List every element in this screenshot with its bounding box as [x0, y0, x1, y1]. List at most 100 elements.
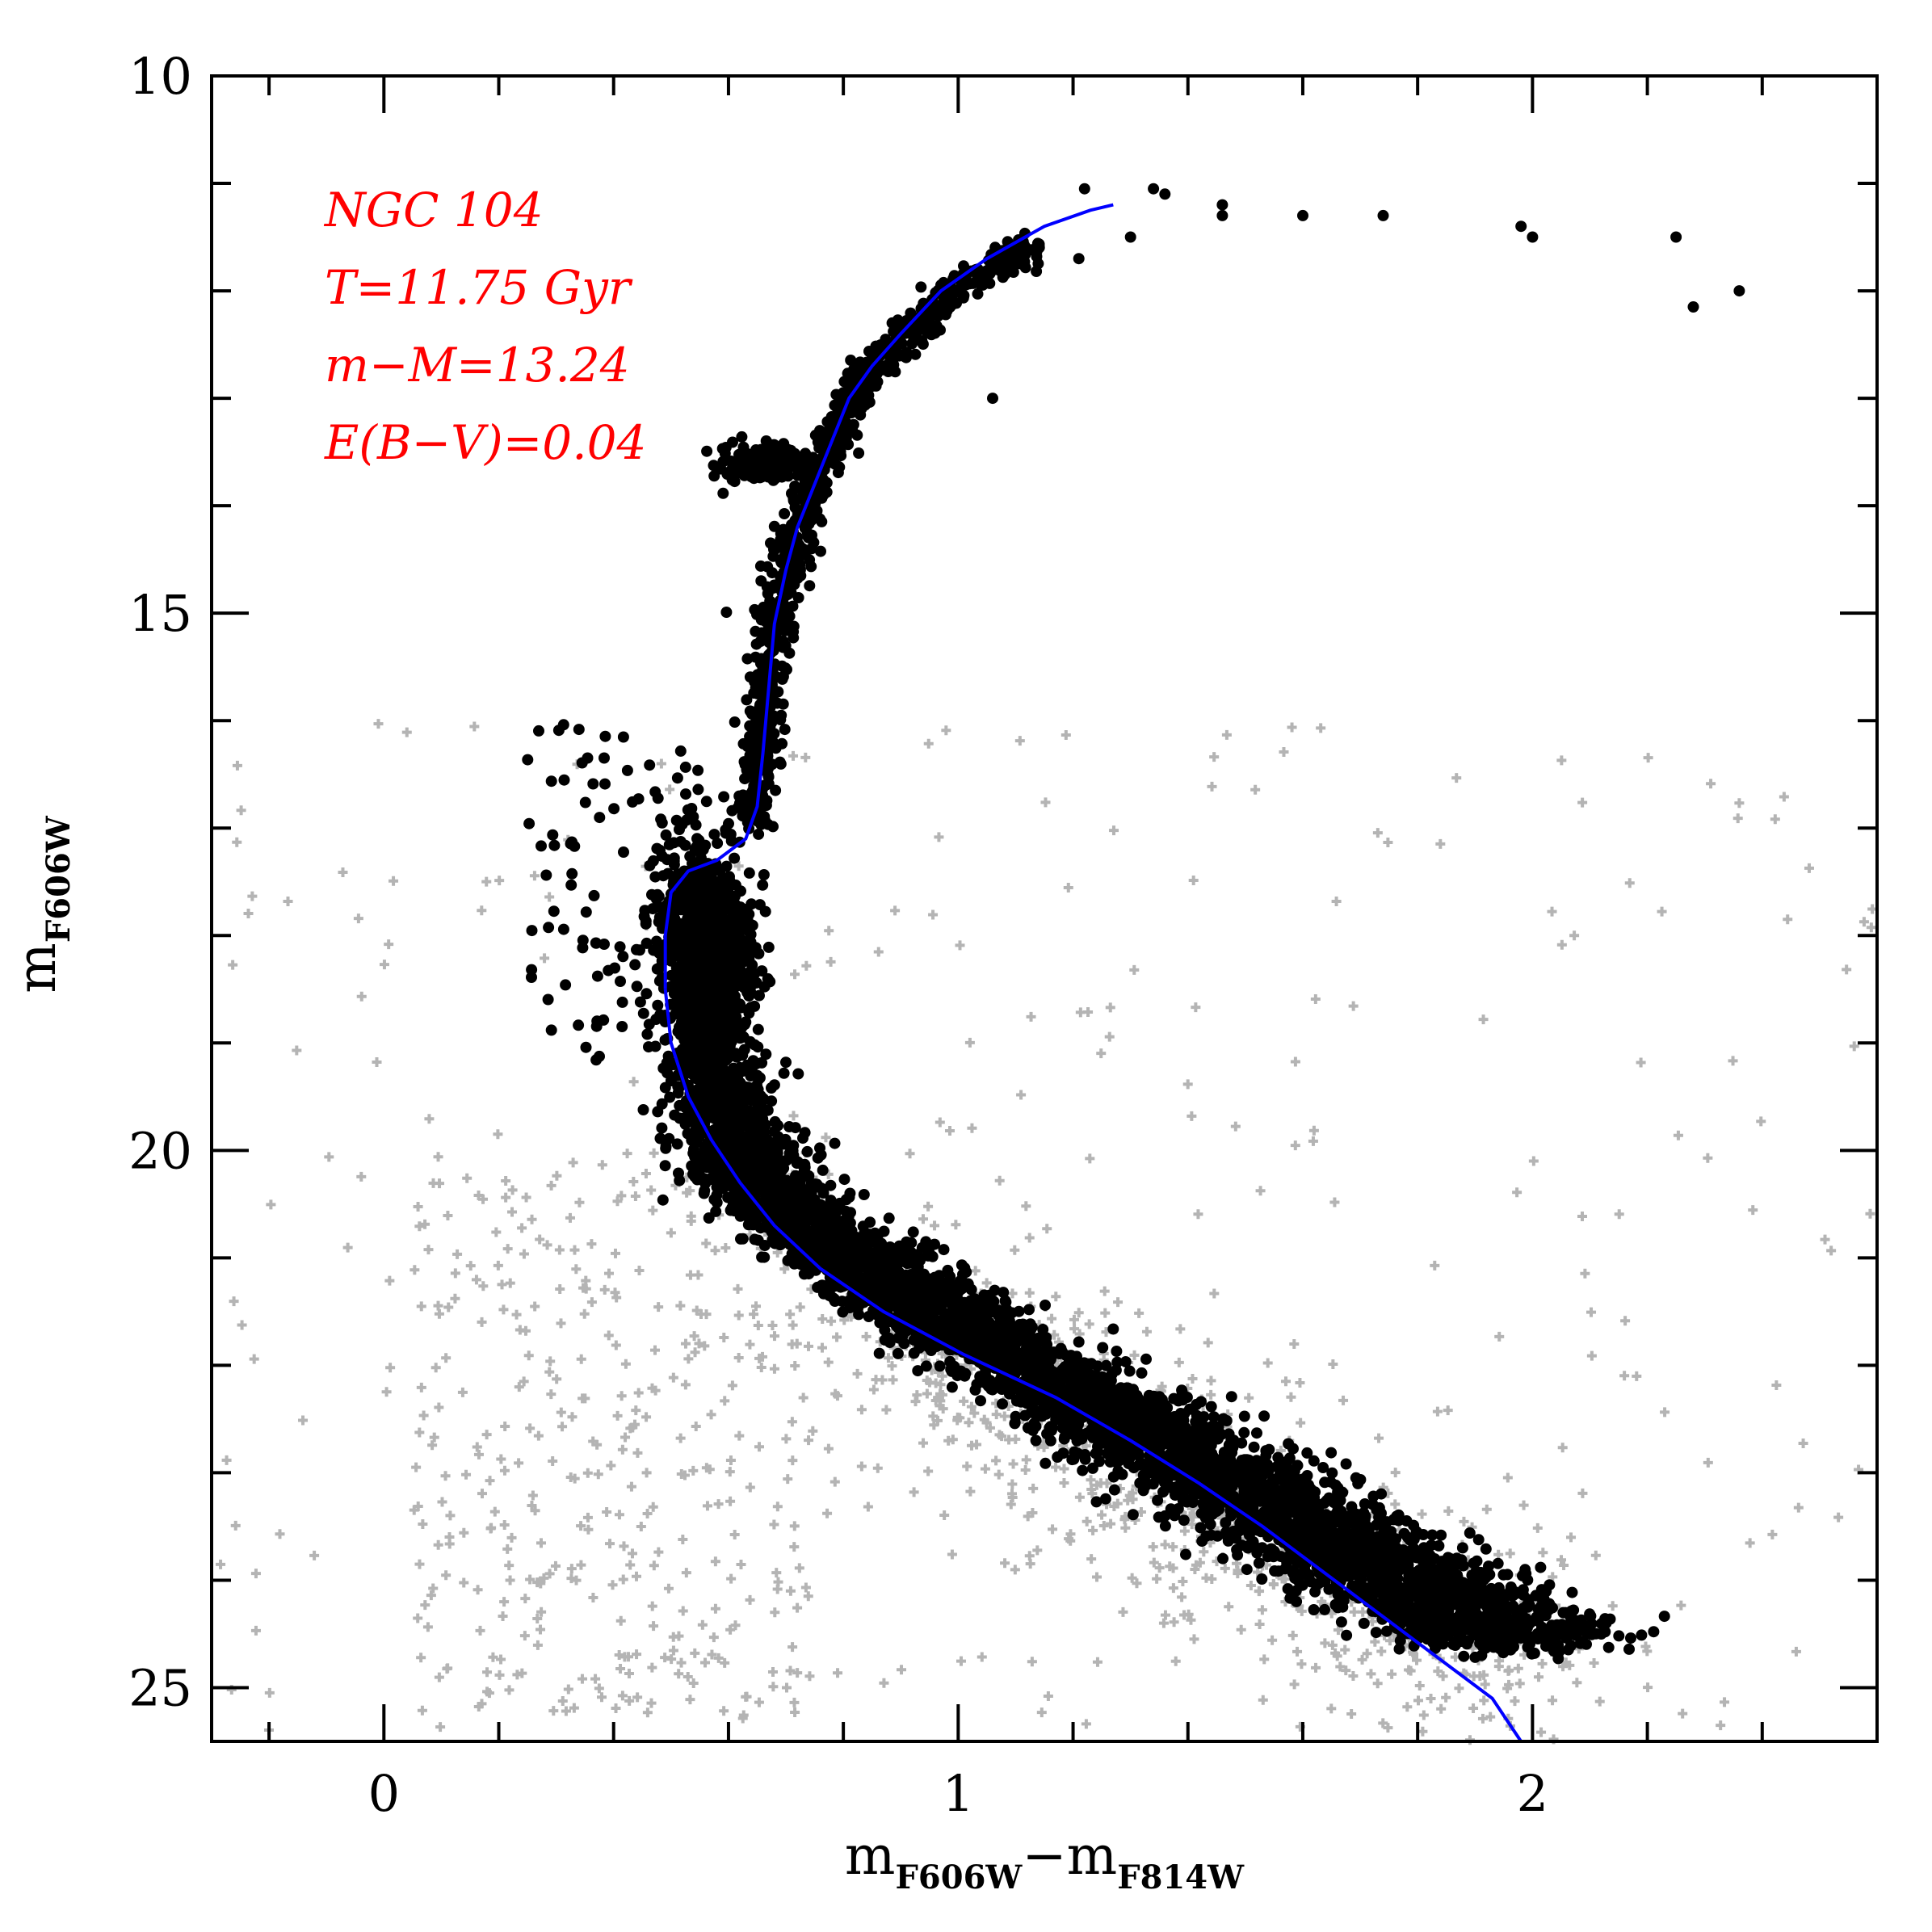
field-star-point [1183, 1609, 1194, 1619]
field-star-point [1532, 1522, 1543, 1533]
field-star-point [1141, 1326, 1152, 1337]
field-star-point [1098, 1520, 1109, 1531]
field-star-point [1308, 1125, 1319, 1136]
field-star-point [1374, 1433, 1384, 1443]
field-star-point [788, 1320, 798, 1330]
field-star-point [590, 1674, 601, 1684]
field-star-point [649, 1560, 659, 1571]
field-star-point [1287, 1630, 1298, 1640]
field-star-point [683, 1354, 694, 1364]
field-star-point [830, 1476, 840, 1487]
field-star-point [532, 1640, 543, 1650]
field-star-point [473, 1190, 484, 1200]
field-star-point [1589, 1658, 1599, 1669]
field-star-point [959, 1396, 969, 1406]
field-star-point [1580, 1268, 1590, 1279]
field-star-point [967, 1440, 976, 1451]
field-star-point [1362, 1648, 1372, 1659]
field-star-point [966, 1401, 976, 1412]
field-star-point [1480, 1679, 1490, 1690]
field-star-point [1224, 1602, 1234, 1612]
member-star-point [1426, 1539, 1438, 1552]
field-star-point [1412, 1655, 1422, 1665]
field-star-point [1443, 1506, 1454, 1516]
field-star-point [888, 1375, 898, 1385]
field-star-point [1021, 1455, 1031, 1465]
field-star-point [576, 1354, 586, 1364]
field-star-point [1793, 1502, 1804, 1513]
field-star-point [1512, 1187, 1522, 1198]
field-star-point [1417, 1509, 1427, 1519]
field-star-point [1804, 863, 1814, 873]
member-star-point [1341, 1629, 1353, 1641]
field-star-point [749, 1309, 759, 1320]
field-star-point [1255, 1186, 1266, 1196]
field-star-point [1186, 1111, 1197, 1121]
field-star-point [928, 909, 939, 920]
field-star-point [612, 1196, 623, 1207]
field-star-point [794, 1563, 804, 1573]
field-star-point [1485, 1712, 1496, 1722]
field-star-point [520, 1594, 531, 1604]
field-star-point [1556, 755, 1567, 766]
field-star-point [1556, 1555, 1567, 1565]
field-star-point [826, 1316, 837, 1326]
field-star-point [410, 1265, 420, 1275]
field-star-point [1756, 1116, 1766, 1127]
field-star-point [666, 1654, 677, 1665]
field-star-point [586, 1297, 597, 1308]
field-star-point [934, 832, 944, 842]
field-star-point [1643, 753, 1653, 763]
field-star-point [603, 1330, 614, 1341]
field-star-point [993, 1469, 1004, 1480]
field-star-point [592, 1439, 603, 1450]
field-star-point [1007, 1479, 1018, 1489]
field-star-point [1148, 1542, 1158, 1552]
field-star-point [668, 1372, 678, 1383]
field-star-point [424, 1114, 435, 1124]
field-star-point [1329, 1197, 1340, 1208]
field-star-point [1316, 723, 1326, 733]
field-star-point [594, 1683, 604, 1694]
field-star-point [647, 1662, 657, 1673]
field-star-point [745, 1594, 755, 1605]
field-star-point [615, 1664, 626, 1674]
field-star-point [798, 1392, 808, 1403]
field-star-point [788, 1455, 798, 1466]
field-star-point [1308, 1136, 1318, 1146]
field-star-point [1043, 1690, 1053, 1701]
field-star-point [1277, 1573, 1287, 1584]
field-star-point [663, 1583, 674, 1594]
field-star-point [653, 1547, 664, 1557]
field-star-point [634, 1266, 645, 1276]
field-star-point [1051, 1292, 1061, 1302]
member-star-point [817, 1164, 829, 1176]
field-star-point [789, 1542, 800, 1552]
field-star-point [1569, 930, 1580, 941]
field-star-point [1042, 1224, 1052, 1234]
field-star-point [817, 1313, 828, 1324]
field-star-point [581, 1275, 591, 1286]
field-star-point [1370, 1636, 1380, 1647]
member-star-point [664, 1091, 676, 1103]
field-star-point [856, 1405, 867, 1415]
field-star-point [433, 1300, 443, 1311]
member-star-point [1305, 1576, 1317, 1588]
field-star-point [769, 1519, 779, 1530]
field-star-point [1770, 814, 1780, 825]
field-star-point [1021, 1201, 1031, 1212]
member-star-point [1100, 1359, 1112, 1371]
field-star-point [569, 1703, 579, 1713]
field-star-point [588, 1593, 598, 1603]
field-star-point [507, 1207, 518, 1217]
field-star-point [713, 1653, 724, 1663]
field-star-point [536, 1606, 547, 1617]
field-star-point [517, 1668, 527, 1678]
field-star-point [1338, 1395, 1349, 1405]
field-star-point [496, 1654, 506, 1665]
field-star-point [1340, 1644, 1350, 1655]
field-star-point [1152, 1573, 1162, 1584]
field-star-point [1748, 1205, 1758, 1216]
field-star-point [1820, 1234, 1830, 1245]
field-star-point [1051, 1462, 1061, 1472]
